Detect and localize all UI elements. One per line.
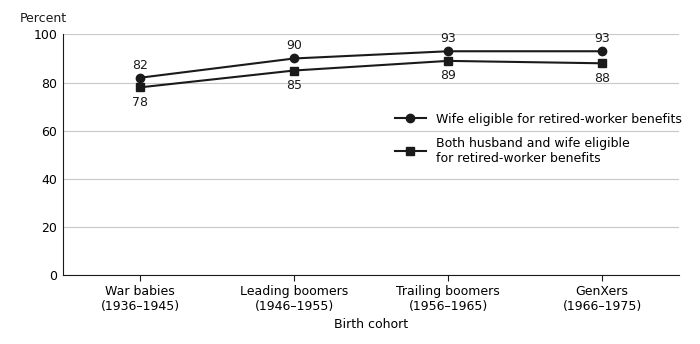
Text: 93: 93 [594, 32, 610, 45]
Text: 85: 85 [286, 79, 302, 92]
X-axis label: Birth cohort: Birth cohort [334, 319, 408, 332]
Text: 88: 88 [594, 72, 610, 85]
Text: Percent: Percent [20, 12, 67, 25]
Text: 90: 90 [286, 40, 302, 52]
Both husband and wife eligible
for retired-worker benefits [136, 85, 144, 89]
Text: 82: 82 [132, 59, 148, 72]
Wife eligible for retired-worker benefits [598, 49, 606, 53]
Text: 89: 89 [440, 69, 456, 82]
Text: 93: 93 [440, 32, 456, 45]
Legend: Wife eligible for retired-worker benefits, Both husband and wife eligible
for re: Wife eligible for retired-worker benefit… [390, 108, 687, 170]
Line: Wife eligible for retired-worker benefits: Wife eligible for retired-worker benefit… [136, 47, 606, 82]
Both husband and wife eligible
for retired-worker benefits [598, 61, 606, 65]
Wife eligible for retired-worker benefits [444, 49, 452, 53]
Both husband and wife eligible
for retired-worker benefits [290, 68, 298, 73]
Wife eligible for retired-worker benefits [136, 76, 144, 80]
Text: 78: 78 [132, 96, 148, 109]
Both husband and wife eligible
for retired-worker benefits [444, 59, 452, 63]
Wife eligible for retired-worker benefits [290, 56, 298, 61]
Line: Both husband and wife eligible
for retired-worker benefits: Both husband and wife eligible for retir… [136, 57, 606, 92]
